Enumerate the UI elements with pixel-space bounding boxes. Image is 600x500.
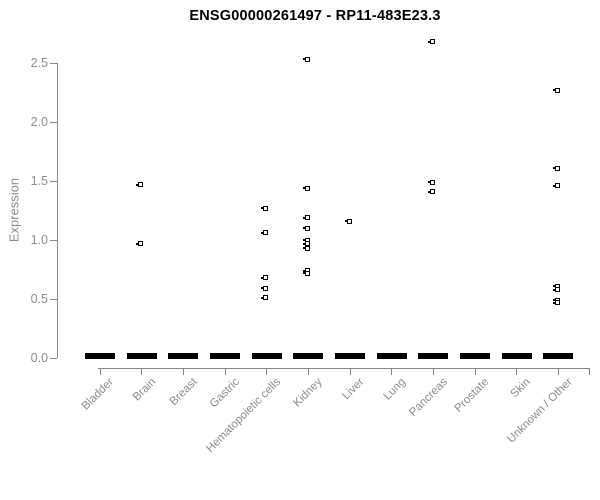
y-axis-line <box>57 63 58 358</box>
data-point-marker <box>552 87 560 93</box>
data-point-marker <box>427 189 435 195</box>
zero-expression-bar <box>460 353 491 359</box>
x-tick <box>307 368 309 375</box>
y-tick <box>50 121 57 123</box>
data-point-marker <box>136 182 144 188</box>
x-axis-label: Hematopoietic cells <box>204 376 284 455</box>
zero-expression-bar <box>376 353 407 359</box>
x-axis-label: Kidney <box>291 376 325 410</box>
data-point-marker <box>261 285 269 291</box>
x-tick <box>349 368 351 375</box>
data-point-marker <box>552 300 560 306</box>
x-tick <box>391 368 393 375</box>
y-tick-label: 1.0 <box>30 232 48 247</box>
zero-expression-bar <box>293 353 324 359</box>
y-axis-title: Expression <box>6 177 22 243</box>
x-axis-label: Prostate <box>452 376 492 415</box>
x-tick <box>266 368 268 375</box>
data-point-marker <box>302 245 310 251</box>
zero-expression-bar <box>251 353 282 359</box>
x-tick <box>516 368 518 375</box>
zero-expression-bar <box>335 353 366 359</box>
chart-title: ENSG00000261497 - RP11-483E23.3 <box>189 8 441 24</box>
x-tick <box>141 368 143 375</box>
x-axis-label: Bladder <box>79 376 117 413</box>
y-tick-label: 0.0 <box>30 350 48 365</box>
x-axis-line <box>98 368 590 369</box>
x-axis-label: Gastric <box>207 376 242 411</box>
data-point-marker <box>552 183 560 189</box>
x-tick <box>557 368 559 375</box>
x-tick <box>99 368 101 375</box>
x-tick <box>182 368 184 375</box>
zero-expression-bar <box>543 353 574 359</box>
data-point-marker <box>302 185 310 191</box>
zero-expression-bar <box>168 353 199 359</box>
x-axis-end-tick <box>589 368 590 375</box>
x-axis-label: Liver <box>340 376 367 403</box>
x-axis-label: Lung <box>381 376 409 403</box>
data-point-marker <box>302 56 310 62</box>
data-point-marker <box>552 287 560 293</box>
data-point-marker <box>261 295 269 301</box>
y-tick <box>50 357 57 359</box>
data-point-marker <box>302 270 310 276</box>
y-tick <box>50 298 57 300</box>
data-point-marker <box>261 275 269 281</box>
y-tick <box>50 239 57 241</box>
data-point-marker <box>136 241 144 247</box>
data-point-marker <box>261 230 269 236</box>
y-tick-label: 0.5 <box>30 291 48 306</box>
y-tick-label: 2.5 <box>30 55 48 70</box>
y-tick <box>50 62 57 64</box>
zero-expression-bar <box>210 353 240 359</box>
x-tick <box>224 368 226 375</box>
x-axis-label: Skin <box>508 376 534 401</box>
x-tick <box>432 368 434 375</box>
y-tick-label: 1.5 <box>30 173 48 188</box>
data-point-marker <box>427 179 435 185</box>
data-point-marker <box>302 241 310 247</box>
data-point-marker <box>261 205 269 211</box>
data-point-marker <box>344 218 352 224</box>
data-point-marker <box>302 215 310 221</box>
y-tick-label: 2.0 <box>30 114 48 129</box>
zero-expression-bar <box>418 353 449 359</box>
data-point-marker <box>552 165 560 171</box>
x-tick <box>474 368 476 375</box>
x-axis-label: Pancreas <box>407 376 450 419</box>
y-tick <box>50 180 57 182</box>
x-axis-label: Brain <box>130 376 159 404</box>
zero-expression-bar <box>501 353 532 359</box>
data-point-marker <box>302 225 310 231</box>
zero-expression-bar <box>126 353 157 359</box>
x-axis-label: Breast <box>167 376 200 408</box>
zero-expression-bar <box>85 353 115 359</box>
data-point-marker <box>427 39 435 45</box>
